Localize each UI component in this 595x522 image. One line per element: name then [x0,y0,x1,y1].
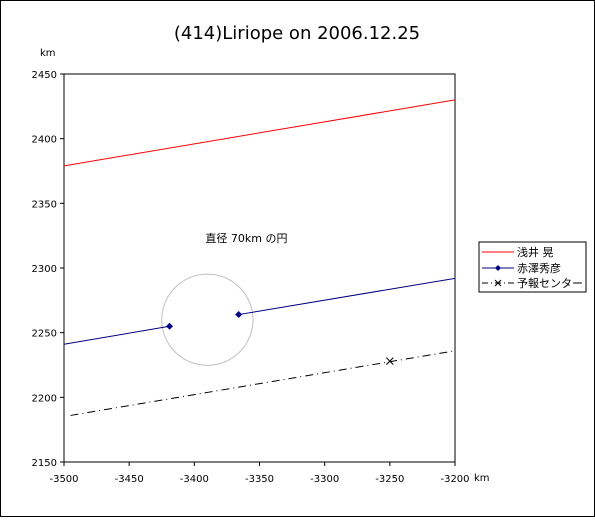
y-tick-label: 2200 [32,393,57,404]
series-line-0 [64,99,455,167]
diameter-circle [161,273,254,366]
legend-marker-akazawa [495,265,501,271]
y-tick-label: 2150 [32,458,57,469]
y-tick-label: 2450 [32,70,57,81]
x-tick-label: -3200 [440,474,469,485]
data-point-2 [385,357,394,365]
data-point-1 [166,322,174,330]
x-tick-label: -3450 [115,474,144,485]
plot-area [63,73,456,463]
series-line-1 [64,325,170,345]
legend-label-akazawa: 赤澤秀彦 [517,261,561,275]
legend-marker-forecast [494,279,502,287]
circle-annotation: 直径 70km の円 [205,231,287,245]
y-tick-label: 2400 [32,135,57,146]
data-point-1 [235,311,243,319]
y-tick-label: 2250 [32,329,57,340]
x-tick-label: -3400 [180,474,209,485]
series-line-1 [238,277,455,316]
y-axis-unit: km [40,48,56,59]
y-tick-label: 2350 [32,199,57,210]
x-tick-label: -3350 [245,474,274,485]
x-axis-unit: km [474,473,490,484]
legend-label-forecast: 予報センター [517,277,583,290]
x-tick-label: -3300 [310,474,339,485]
y-tick-label: 2300 [32,264,57,275]
x-tick-label: -3500 [49,474,78,485]
x-tick-label: -3250 [375,474,404,485]
legend-label-asai: 浅井 晃 [517,245,554,259]
legend: 浅井 晃 赤澤秀彦 予報センター [478,241,587,293]
chart-title: (414)Liriope on 2006.12.25 [174,23,420,44]
